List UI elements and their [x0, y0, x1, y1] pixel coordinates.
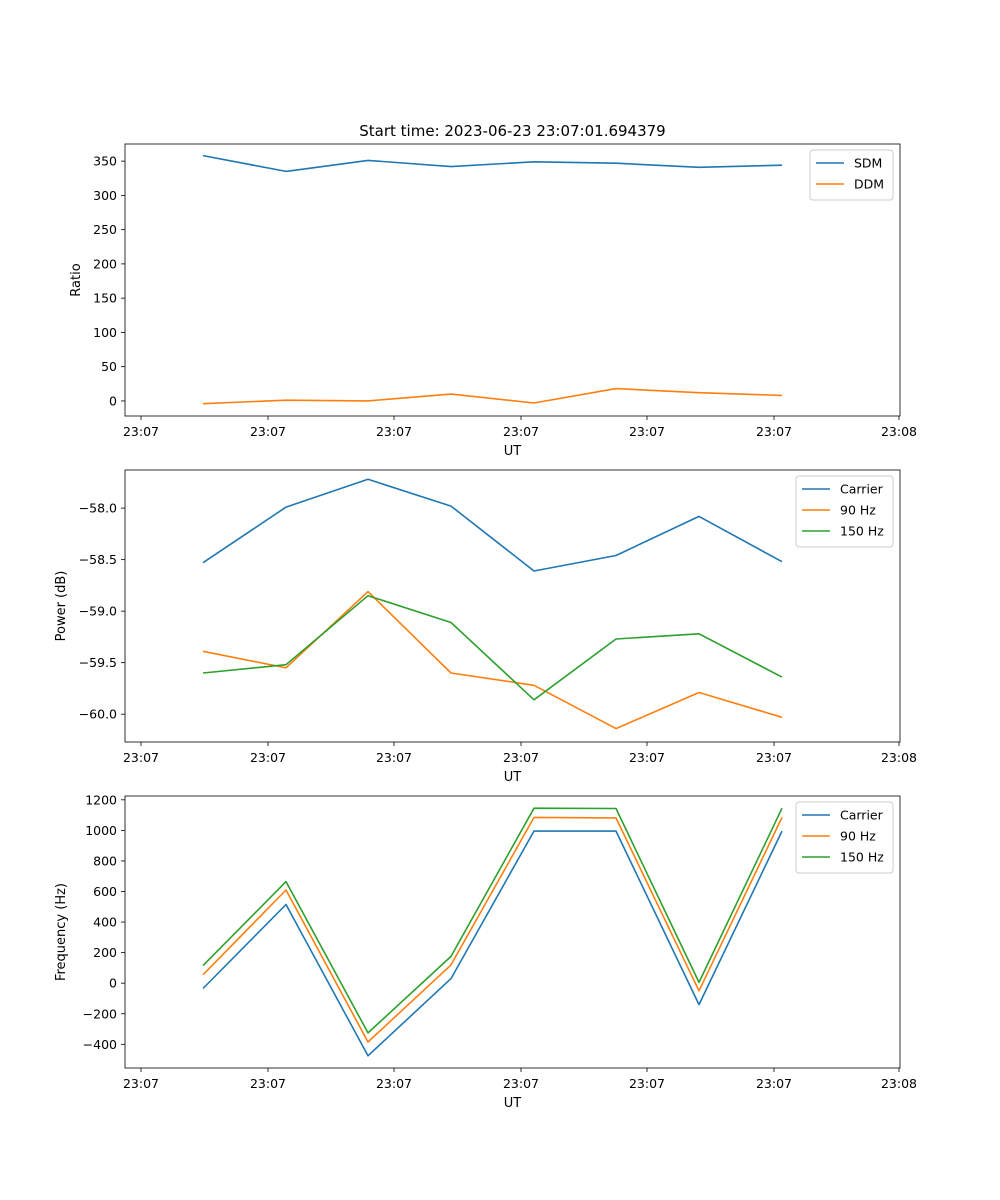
y-tick-label: −60.0: [79, 707, 117, 722]
chart-2: 23:07 23:07 23:07 23:07 23:07 23:07 23:08 −58.0…: [54, 469, 917, 785]
y-tick-label: 200: [93, 256, 117, 271]
y-tick-label: −58.0: [79, 501, 117, 516]
legend-label: 150 Hz: [840, 850, 884, 865]
x-tick-label: 23:07: [503, 424, 539, 439]
legend-label: DDM: [854, 177, 884, 192]
y-tick-label: 150: [93, 291, 117, 306]
y-tick-label: 800: [93, 853, 117, 868]
x-tick-label: 23:07: [250, 424, 286, 439]
x-tick-label: 23:07: [376, 1076, 412, 1091]
x-tick-label: 23:07: [250, 1076, 286, 1091]
series-line-90-hz: [202, 590, 783, 730]
x-tick-label: 23:07: [756, 424, 792, 439]
legend: SDM DDM: [809, 149, 894, 201]
x-tick-label: 23:07: [629, 1076, 665, 1091]
y-tick-label: 50: [101, 359, 117, 374]
y-axis-label: Frequency (Hz): [54, 883, 69, 981]
y-tick-label: 1000: [85, 823, 117, 838]
legend-label: 90 Hz: [840, 503, 876, 518]
legend-box: [795, 801, 894, 874]
x-tick-label: 23:07: [376, 750, 412, 765]
series-line-sdm: [202, 154, 783, 173]
x-tick-label: 23:07: [756, 1076, 792, 1091]
legend-box: [795, 475, 894, 548]
y-tick-label: −200: [83, 1006, 117, 1021]
y-tick-label: 350: [93, 154, 117, 169]
series-line-150-hz: [202, 807, 783, 1034]
x-tick-label: 23:07: [629, 424, 665, 439]
x-tick-label: 23:07: [503, 750, 539, 765]
x-tick-label: 23:08: [881, 424, 917, 439]
y-tick-label: 300: [93, 188, 117, 203]
x-tick-label: 23:07: [629, 750, 665, 765]
y-tick-label: −58.5: [79, 552, 117, 567]
legend-label: Carrier: [840, 482, 884, 497]
x-axis-label: UT: [504, 770, 522, 785]
legend-label: 90 Hz: [840, 829, 876, 844]
x-tick-label: 23:07: [123, 1076, 159, 1091]
y-tick-label: 400: [93, 915, 117, 930]
y-tick-label: 200: [93, 945, 117, 960]
legend-label: SDM: [854, 156, 882, 171]
chart-3: 23:07 23:07 23:07 23:07 23:07 23:07 23:08 −400 −…: [54, 792, 917, 1111]
series-line-90-hz: [202, 816, 783, 1043]
x-tick-label: 23:07: [503, 1076, 539, 1091]
y-tick-label: −400: [83, 1037, 117, 1052]
series-line-carrier: [202, 830, 783, 1057]
x-tick-label: 23:07: [756, 750, 792, 765]
y-tick-label: −59.0: [79, 604, 117, 619]
y-tick-label: 1200: [85, 792, 117, 807]
plots: 23:07 23:07 23:07 23:07 23:07 23:07 23:08 0 50 10…: [54, 143, 917, 1111]
axes-frame: [124, 469, 901, 743]
y-tick-label: 0: [109, 976, 117, 991]
x-tick-label: 23:07: [123, 750, 159, 765]
y-tick-label: 250: [93, 222, 117, 237]
x-tick-label: 23:08: [881, 1076, 917, 1091]
chart-1: 23:07 23:07 23:07 23:07 23:07 23:07 23:08 0 50 10…: [69, 143, 917, 459]
y-tick-label: 100: [93, 325, 117, 340]
x-tick-label: 23:08: [881, 750, 917, 765]
y-tick-label: −59.5: [79, 655, 117, 670]
y-tick-label: 600: [93, 884, 117, 899]
figure-title: Start time: 2023-06-23 23:07:01.694379: [359, 122, 665, 140]
axes-frame: [124, 143, 901, 417]
y-tick-label: 0: [109, 393, 117, 408]
legend: Carrier 90 Hz 150 Hz: [795, 475, 894, 548]
y-axis-label: Ratio: [69, 263, 84, 296]
series-line-150-hz: [202, 594, 783, 701]
series-line-ddm: [202, 387, 783, 405]
x-tick-label: 23:07: [123, 424, 159, 439]
x-axis-label: UT: [504, 444, 522, 459]
x-tick-label: 23:07: [250, 750, 286, 765]
y-axis-label: Power (dB): [54, 571, 69, 642]
legend-label: Carrier: [840, 808, 884, 823]
x-tick-label: 23:07: [376, 424, 412, 439]
axes-frame: [124, 795, 901, 1069]
series-line-carrier: [202, 478, 783, 572]
legend-label: 150 Hz: [840, 524, 884, 539]
x-axis-label: UT: [504, 1096, 522, 1111]
legend: Carrier 90 Hz 150 Hz: [795, 801, 894, 874]
